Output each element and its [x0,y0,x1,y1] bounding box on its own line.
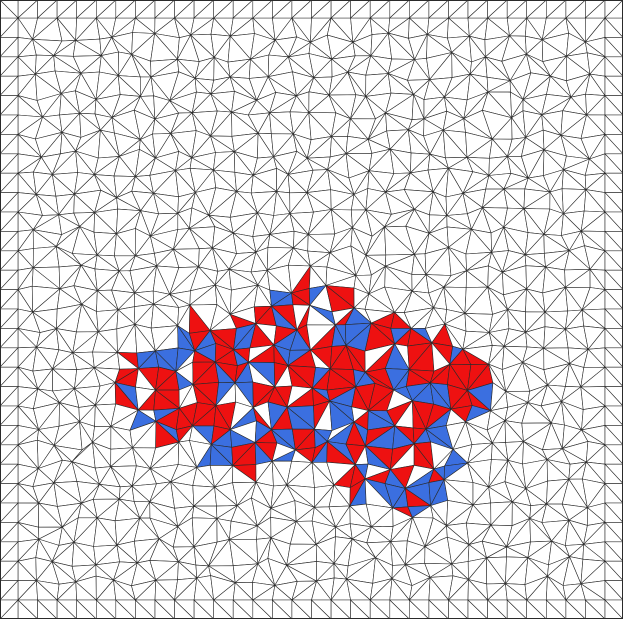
mesh-triangle [0,599,19,619]
mesh-triangle [604,599,623,619]
mesh-triangle [0,0,19,19]
mesh-triangle [604,0,623,19]
